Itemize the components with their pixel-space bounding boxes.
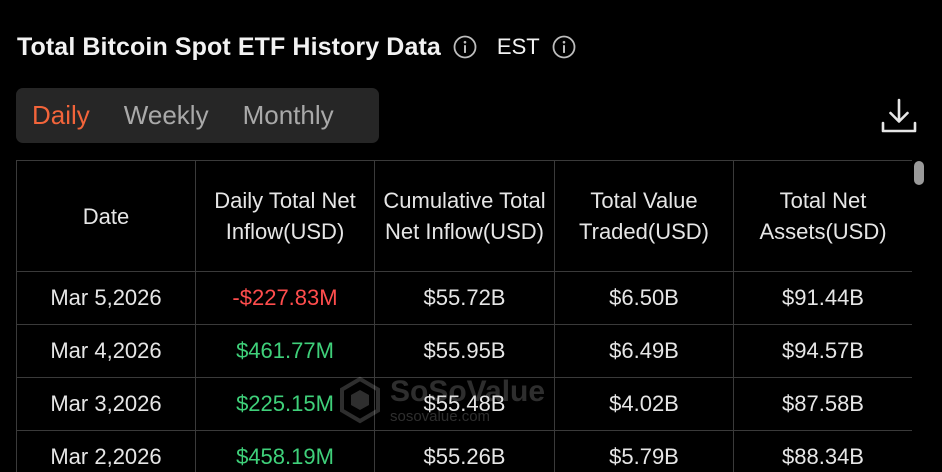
history-table: Date Daily Total Net Inflow(USD) Cumulat… xyxy=(16,160,912,472)
table-row: Mar 3,2026 $225.15M $55.48B $4.02B $87.5… xyxy=(16,377,912,431)
cell-total-net-assets: $91.44B xyxy=(733,271,912,325)
vertical-scrollbar[interactable] xyxy=(914,161,924,185)
cell-date: Mar 5,2026 xyxy=(16,271,196,325)
column-header-daily-net-inflow[interactable]: Daily Total Net Inflow(USD) xyxy=(195,160,375,272)
cell-daily-net-inflow: $461.77M xyxy=(195,324,375,378)
column-header-total-net-assets[interactable]: Total Net Assets(USD) xyxy=(733,160,912,272)
cell-cumulative-net-inflow: $55.72B xyxy=(374,271,555,325)
cell-total-net-assets: $87.58B xyxy=(733,377,912,431)
download-icon[interactable] xyxy=(878,96,920,138)
cell-total-value-traded: $5.79B xyxy=(554,430,734,472)
timezone-label: EST xyxy=(496,34,540,59)
cell-cumulative-net-inflow: $55.48B xyxy=(374,377,555,431)
cell-cumulative-net-inflow: $55.26B xyxy=(374,430,555,472)
column-header-total-value-traded[interactable]: Total Value Traded(USD) xyxy=(554,160,734,272)
column-header-date[interactable]: Date xyxy=(16,160,196,272)
tab-weekly[interactable]: Weekly xyxy=(123,100,209,130)
cell-total-net-assets: $88.34B xyxy=(733,430,912,472)
cell-total-value-traded: $6.49B xyxy=(554,324,734,378)
history-table-container[interactable]: Date Daily Total Net Inflow(USD) Cumulat… xyxy=(16,160,912,472)
header: Total Bitcoin Spot ETF History Data EST xyxy=(17,28,576,66)
cell-daily-net-inflow: $225.15M xyxy=(195,377,375,431)
table-row: Mar 2,2026 $458.19M $55.26B $5.79B $88.3… xyxy=(16,430,912,472)
page-title: Total Bitcoin Spot ETF History Data xyxy=(17,32,441,61)
table-row: Mar 5,2026 -$227.83M $55.72B $6.50B $91.… xyxy=(16,271,912,325)
cell-daily-net-inflow: -$227.83M xyxy=(195,271,375,325)
cell-total-value-traded: $6.50B xyxy=(554,271,734,325)
tab-monthly[interactable]: Monthly xyxy=(242,100,334,130)
column-header-cumulative-net-inflow[interactable]: Cumulative Total Net Inflow(USD) xyxy=(374,160,555,272)
period-tabs: Daily Weekly Monthly xyxy=(16,88,379,143)
table-row: Mar 4,2026 $461.77M $55.95B $6.49B $94.5… xyxy=(16,324,912,378)
cell-date: Mar 2,2026 xyxy=(16,430,196,472)
cell-total-net-assets: $94.57B xyxy=(733,324,912,378)
cell-date: Mar 3,2026 xyxy=(16,377,196,431)
cell-daily-net-inflow: $458.19M xyxy=(195,430,375,472)
cell-date: Mar 4,2026 xyxy=(16,324,196,378)
tab-daily[interactable]: Daily xyxy=(32,100,90,130)
table-header-row: Date Daily Total Net Inflow(USD) Cumulat… xyxy=(16,160,912,272)
info-icon[interactable] xyxy=(453,35,477,59)
timezone-info-icon[interactable] xyxy=(552,35,576,59)
cell-cumulative-net-inflow: $55.95B xyxy=(374,324,555,378)
cell-total-value-traded: $4.02B xyxy=(554,377,734,431)
